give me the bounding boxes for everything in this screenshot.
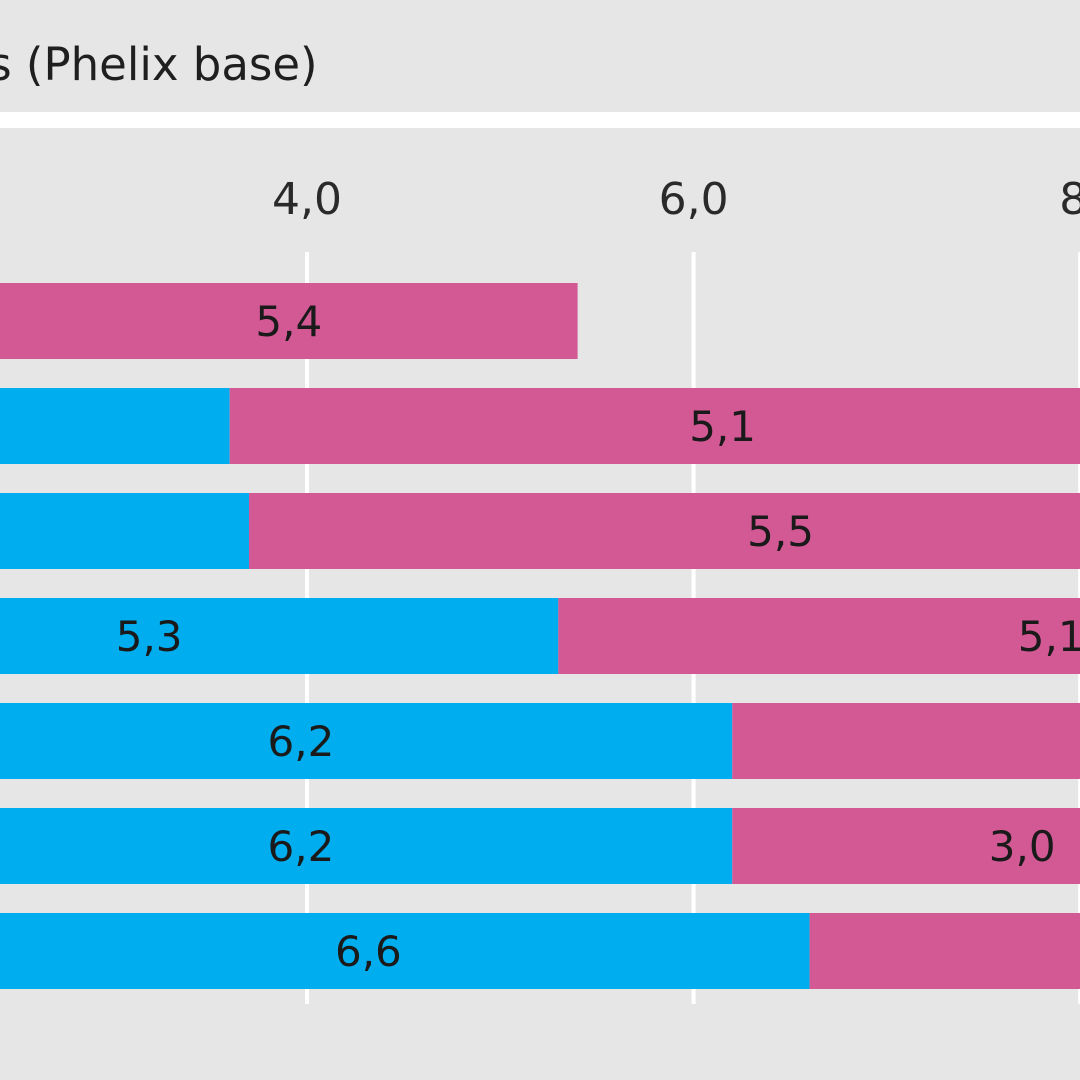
- bar-pink-4: [732, 703, 1080, 779]
- bar-pink-5: [732, 808, 1080, 884]
- bar-pink-0: [0, 283, 578, 359]
- bar-label-pink-0: 5,4: [255, 297, 322, 346]
- bar-label-blue-5: 6,2: [268, 822, 335, 871]
- x-tick-label: 4,0: [272, 174, 342, 225]
- bar-label-blue-6: 6,6: [335, 927, 402, 976]
- bar-labels: 5,4 5,1 5,5 5,3 5,1 6,2 6,2 3,0 6,6: [116, 297, 1080, 976]
- bar-label-pink-5: 3,0: [989, 822, 1056, 871]
- bar-pink-6: [809, 913, 1080, 989]
- chart-title: eis (Phelix base): [0, 38, 318, 91]
- x-tick-label: 6,0: [659, 174, 729, 225]
- x-axis-ticks: 4,0 6,0 8,: [272, 174, 1080, 225]
- bar-label-blue-4: 6,2: [268, 717, 335, 766]
- chart-header: eis (Phelix base): [0, 0, 1080, 112]
- bar-label-pink-2: 5,5: [747, 507, 814, 556]
- bar-blue-6: [0, 913, 810, 989]
- bar-label-pink-3: 5,1: [1018, 612, 1080, 661]
- x-tick-label: 8,: [1059, 174, 1080, 225]
- bar-label-pink-1: 5,1: [689, 402, 756, 451]
- chart-plot: 4,0 6,0 8, 5,4 5,1 5,5 5,3 5,1 6,2 6,2 3,0 6,6: [0, 174, 1080, 1004]
- bar-pink-2: [249, 493, 1080, 569]
- bar-pink-1: [229, 388, 1080, 464]
- bar-blue-5: [0, 808, 733, 884]
- bar-label-blue-3: 5,3: [116, 612, 183, 661]
- bar-blue-4: [0, 703, 733, 779]
- bar-pink-3: [558, 598, 1080, 674]
- header-separator: [0, 112, 1080, 128]
- bar-blue-2: [0, 493, 250, 569]
- bar-blue-1: [0, 388, 230, 464]
- bars: [0, 283, 1080, 989]
- bar-blue-3: [0, 598, 559, 674]
